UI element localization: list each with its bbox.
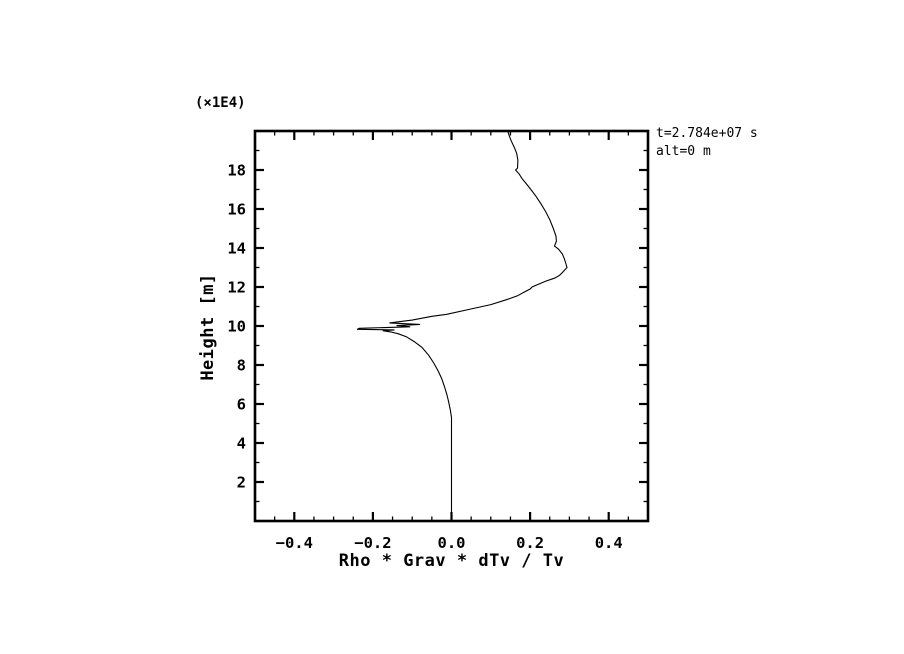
x-tick-label: 0.0: [438, 534, 466, 552]
x-tick-label: 0.4: [595, 534, 623, 552]
y-tick-label: 2: [237, 474, 246, 492]
x-tick-label: −0.2: [354, 534, 391, 552]
altitude-annotation: alt=0 m: [656, 144, 711, 159]
y-tick-label: 10: [227, 318, 246, 336]
x-tick-label: 0.2: [516, 534, 544, 552]
y-tick-label: 18: [227, 162, 246, 180]
y-tick-label: 16: [227, 201, 246, 219]
x-tick-label: −0.4: [276, 534, 313, 552]
profile-line: [356, 130, 568, 521]
y-tick-label: 6: [237, 396, 246, 414]
time-annotation: t=2.784e+07 s: [656, 126, 758, 141]
x-axis-title: Rho * Grav * dTv / Tv: [338, 551, 565, 571]
y-tick-label: 12: [227, 279, 246, 297]
y-tick-label: 14: [227, 240, 246, 258]
y-tick-label: 8: [237, 357, 246, 375]
y-axis-multiplier-label: (×1E4): [195, 95, 246, 111]
y-axis-title: Height [m]: [198, 273, 218, 381]
y-tick-label: 4: [237, 435, 246, 453]
